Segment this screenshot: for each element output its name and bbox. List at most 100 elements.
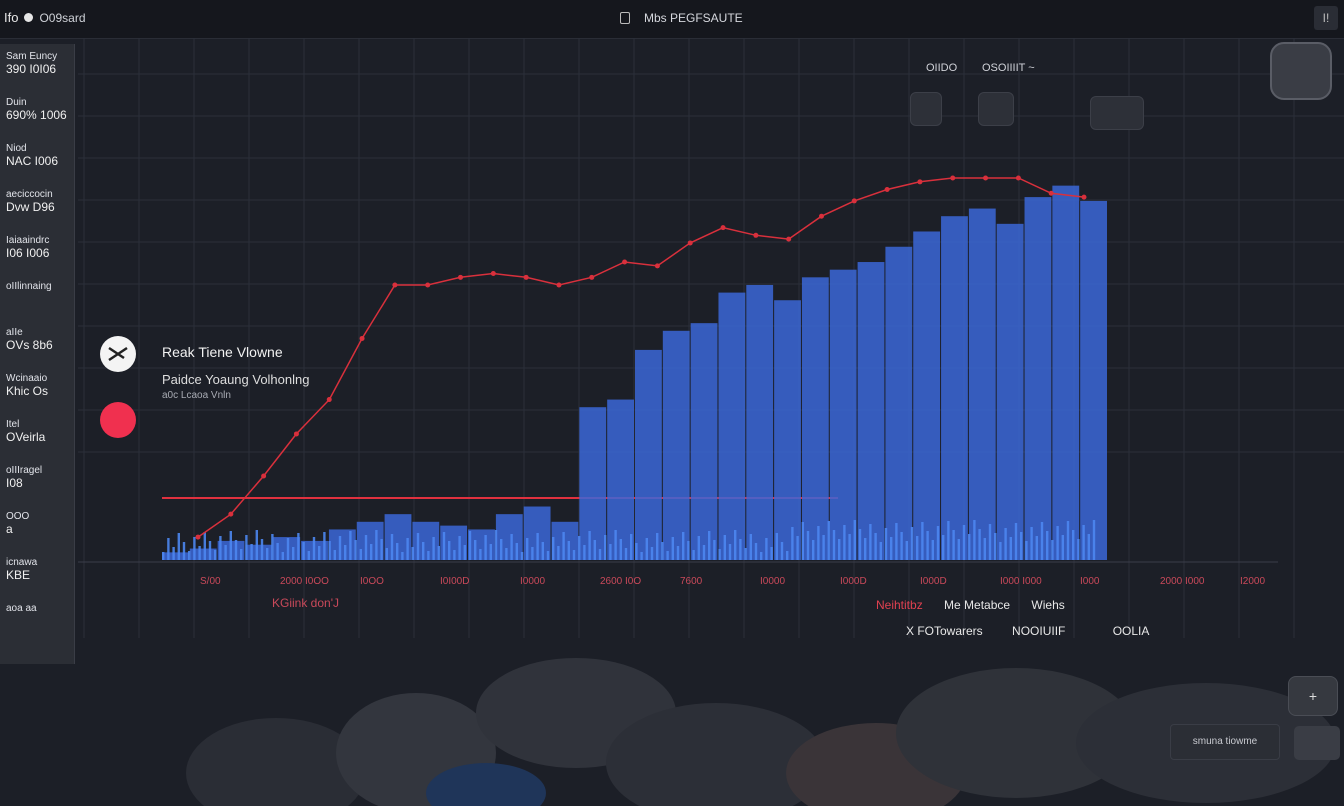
volume-tick-bar: [344, 545, 347, 560]
volume-tick-bar: [697, 536, 700, 560]
volume-tick-bar: [895, 523, 898, 560]
volume-tick-bar: [552, 537, 555, 560]
record-icon[interactable]: [100, 402, 136, 438]
sidebar-item[interactable]: Iaiaaindrc I06 I006: [6, 234, 49, 260]
volume-tick-bar: [806, 531, 810, 560]
volume-tick-bar: [921, 522, 924, 560]
volume-tick-bar: [1040, 522, 1044, 560]
volume-bar: [607, 399, 634, 560]
volume-tick-bar: [307, 551, 310, 560]
window-dot-icon[interactable]: [24, 13, 34, 22]
sidebar-item[interactable]: aIIe OVs 8b6: [6, 326, 53, 352]
sidebar-item[interactable]: Duin 690% 1006: [6, 96, 67, 122]
sidebar-item-label: Duin: [6, 97, 27, 108]
volume-tick-bar: [676, 546, 680, 560]
volume-tick-bar: [1051, 540, 1054, 560]
legend-item-1[interactable]: Neihtitbz: [876, 598, 923, 612]
volume-tick-bar: [437, 546, 440, 560]
legend-item-5[interactable]: NOOIUIIF: [1012, 624, 1066, 638]
avatar[interactable]: [1270, 42, 1332, 100]
volume-tick-bar: [749, 534, 752, 560]
volume-tick-bar: [624, 548, 628, 560]
volume-tick-bar: [1082, 525, 1085, 560]
volume-tick-bar: [666, 551, 669, 560]
volume-tick-bar: [728, 544, 732, 560]
volume-tick-bar: [791, 527, 794, 560]
volume-bar: [968, 208, 996, 560]
volume-tick-bar: [754, 543, 758, 560]
volume-tick-bar: [286, 538, 290, 560]
share-button[interactable]: [910, 92, 942, 126]
volume-tick-bar: [427, 551, 430, 560]
volume-bar: [189, 548, 217, 560]
sidebar-item[interactable]: aoa aa: [6, 602, 37, 615]
volume-bar: [1080, 200, 1107, 561]
volume-tick-bar: [453, 550, 456, 560]
volume-tick-bar: [318, 546, 321, 560]
sidebar-item[interactable]: oIIIragel I08: [6, 464, 42, 490]
volume-bar: [913, 231, 941, 561]
volume-tick-bar: [281, 552, 284, 560]
sidebar: Sam Euncy 390 I0I06 Duin 690% 1006 Niod NAC I…: [0, 44, 75, 664]
volume-tick-bar: [874, 533, 877, 560]
alert-button[interactable]: [978, 92, 1014, 126]
sidebar-item[interactable]: aeciccocin Dvw D96: [6, 188, 55, 214]
sidebar-item[interactable]: Wcinaaio Khic Os: [6, 372, 48, 398]
expand-button[interactable]: +: [1288, 676, 1338, 716]
volume-tick-bar: [994, 533, 997, 560]
volume-bar: [941, 216, 968, 560]
sidebar-item-value: 690% 1006: [6, 108, 67, 122]
pause-icon[interactable]: [100, 336, 136, 372]
legend-item-6[interactable]: OOLIA: [1112, 624, 1150, 638]
sidebar-item[interactable]: Itel OVeirla: [6, 418, 45, 444]
volume-bar: [885, 246, 913, 560]
volume-tick-bar: [1014, 523, 1018, 560]
volume-tick-bar: [630, 534, 633, 560]
volume-tick-bar: [349, 531, 352, 560]
volume-tick-bar: [422, 542, 425, 560]
volume-tick-bar: [162, 552, 165, 560]
legend-item-3[interactable]: Wiehs: [1031, 598, 1065, 612]
volume-tick-bar: [708, 531, 711, 560]
volume-tick-bar: [188, 551, 191, 560]
x-tick-label: I000D: [840, 576, 867, 587]
volume-tick-bar: [463, 545, 466, 560]
volume-bar: [662, 330, 690, 560]
volume-tick-bar: [973, 520, 976, 560]
volume-tick-bar: [562, 532, 565, 560]
title-bar: Ifo O09sard Mbs PEGFSAUTE I!: [0, 0, 1344, 39]
trend-line: [197, 177, 1085, 538]
volume-tick-bar: [822, 535, 825, 560]
sidebar-item[interactable]: Sam Euncy 390 I0I06: [6, 50, 57, 76]
volume-tick-bar: [1025, 541, 1028, 560]
volume-tick-bar: [448, 541, 451, 560]
volume-tick-bar: [531, 547, 534, 560]
sidebar-item-value: KBE: [6, 568, 31, 582]
volume-tick-bar: [494, 530, 498, 560]
volume-tick-bar: [661, 542, 664, 560]
volume-tick-bar: [276, 543, 279, 560]
sidebar-item-label: aoa aa: [6, 603, 37, 614]
x-tick-label: I000D: [920, 576, 947, 587]
footer-button[interactable]: [1294, 726, 1340, 760]
volume-tick-bar: [474, 540, 477, 560]
sidebar-item[interactable]: icnawa KBE: [6, 556, 37, 582]
tab-label[interactable]: O09sard: [39, 10, 86, 25]
window-menu-button[interactable]: I!: [1314, 6, 1338, 30]
sidebar-item[interactable]: oIIlinnaing: [6, 280, 52, 293]
legend-item-4[interactable]: X FOTowarers: [906, 624, 983, 638]
volume-tick-bar: [583, 545, 586, 560]
volume-tick-bar: [780, 542, 784, 560]
sidebar-item[interactable]: OOO a: [6, 510, 29, 536]
volume-tick-bar: [604, 535, 607, 560]
volume-tick-bar: [598, 549, 602, 560]
footer-status: smuna tiowme: [1170, 724, 1280, 760]
toggle-button[interactable]: [1090, 96, 1144, 130]
control-label-1: OIIDO: [926, 62, 958, 74]
sidebar-item-value: a: [6, 522, 13, 536]
legend-item-2[interactable]: Me Metabce: [944, 598, 1011, 612]
volume-tick-bar: [770, 547, 773, 560]
volume-tick-bar: [250, 544, 253, 560]
volume-tick-bar: [578, 536, 581, 560]
sidebar-item[interactable]: Niod NAC I006: [6, 142, 58, 168]
